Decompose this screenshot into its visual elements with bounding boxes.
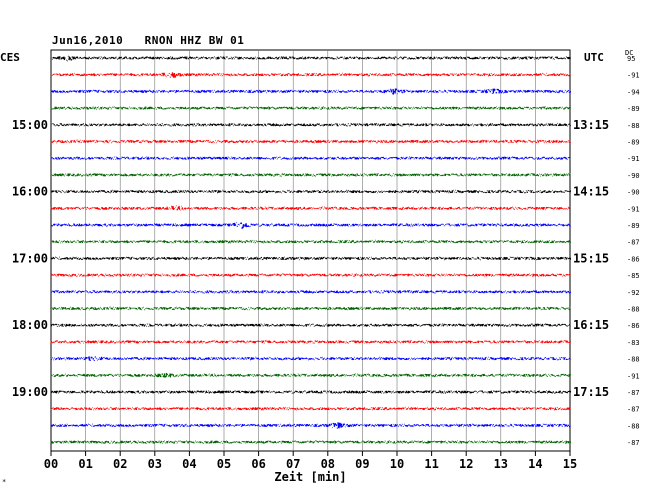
trace-row-16 <box>50 323 571 328</box>
x-axis-label: Zeit [min] <box>274 470 346 484</box>
trace-row-11 <box>51 239 572 244</box>
trace-row-17 <box>50 339 572 344</box>
dc-offset-label: -86 <box>627 255 640 263</box>
trace-row-12 <box>50 256 572 261</box>
hour-label-left: 17:00 <box>12 251 48 265</box>
plot-frame <box>50 49 571 452</box>
x-tick-label: 00 <box>44 457 58 471</box>
trace-row-3 <box>50 106 572 111</box>
trace-row-0 <box>50 55 572 62</box>
trace-row-2 <box>50 88 572 95</box>
hour-label-left: 15:00 <box>12 118 48 132</box>
x-tick-label: 12 <box>459 457 473 471</box>
x-tick-label: 08 <box>321 457 335 471</box>
footnote-mark: * <box>2 478 7 486</box>
trace-row-21 <box>50 406 571 411</box>
hour-label-right: 13:15 <box>573 118 609 132</box>
hour-label-left: 16:00 <box>12 185 48 199</box>
dc-offset-label: -91 <box>627 155 640 163</box>
x-tick-label: 06 <box>251 457 265 471</box>
x-tick-label: 03 <box>148 457 162 471</box>
dc-offset-label: -87 <box>627 239 640 247</box>
x-tick-label: 04 <box>182 457 196 471</box>
trace-row-6 <box>50 156 571 161</box>
dc-offset-label: 95 <box>627 55 635 63</box>
dc-offset-label: -89 <box>627 105 640 113</box>
dc-offset-label: -86 <box>627 322 640 330</box>
dc-offset-label: -91 <box>627 205 640 213</box>
trace-row-10 <box>50 221 572 229</box>
x-tick-label: 02 <box>113 457 127 471</box>
x-tick-label: 05 <box>217 457 231 471</box>
hour-label-right: 15:15 <box>573 251 609 265</box>
trace-row-7 <box>50 172 571 177</box>
plot-header: Jun16,2010 RNON HHZ BW 01 <box>52 34 244 47</box>
hour-label-right: 16:15 <box>573 318 609 332</box>
trace-row-1 <box>50 72 571 78</box>
dc-offset-label: -90 <box>627 172 640 180</box>
dc-offset-label: -87 <box>627 406 640 414</box>
x-tick-label: 11 <box>424 457 438 471</box>
dc-offset-label: -88 <box>627 122 640 130</box>
trace-row-18 <box>50 356 571 362</box>
hour-label-left: 19:00 <box>12 385 48 399</box>
dc-offset-label: -87 <box>627 389 640 397</box>
x-tick-label: 09 <box>355 457 369 471</box>
trace-row-15 <box>50 306 571 311</box>
hour-label-right: 17:15 <box>573 385 609 399</box>
dc-offset-label: -87 <box>627 439 640 447</box>
right-timezone-label: UTC <box>584 51 604 64</box>
trace-row-5 <box>50 139 571 144</box>
trace-row-8 <box>50 189 572 194</box>
trace-row-19 <box>50 372 572 378</box>
trace-row-9 <box>50 205 571 211</box>
station-label: RNON HHZ BW 01 <box>144 34 245 47</box>
dc-offset-label: -91 <box>627 72 640 80</box>
date-label: Jun16,2010 <box>52 34 124 47</box>
x-tick-label: 15 <box>563 457 577 471</box>
hour-label-right: 14:15 <box>573 185 609 199</box>
trace-row-13 <box>50 273 571 278</box>
dc-offset-label: -94 <box>627 88 640 96</box>
hour-label-left: 18:00 <box>12 318 48 332</box>
x-tick-label: 10 <box>390 457 404 471</box>
trace-row-23 <box>50 440 572 445</box>
left-timezone-label: CES <box>0 51 20 64</box>
x-tick-label: 01 <box>78 457 92 471</box>
dc-offset-label: -92 <box>627 289 640 297</box>
trace-row-14 <box>50 289 572 294</box>
trace-row-20 <box>50 389 572 395</box>
x-tick-label: 14 <box>528 457 542 471</box>
dc-offset-label: -90 <box>627 189 640 197</box>
dc-offset-label: -88 <box>627 306 640 314</box>
dc-offset-label: -89 <box>627 222 640 230</box>
dc-offset-label: -91 <box>627 372 640 380</box>
trace-row-4 <box>50 122 572 127</box>
x-tick-label: 13 <box>494 457 508 471</box>
dc-offset-label: -85 <box>627 272 640 280</box>
dc-offset-label: -83 <box>627 339 640 347</box>
dc-offset-label: -88 <box>627 356 640 364</box>
dc-offset-label: -88 <box>627 422 640 430</box>
dc-offset-label: -89 <box>627 139 640 147</box>
trace-row-22 <box>50 422 571 429</box>
dc-column-label: DC <box>625 49 634 57</box>
x-tick-label: 07 <box>286 457 300 471</box>
